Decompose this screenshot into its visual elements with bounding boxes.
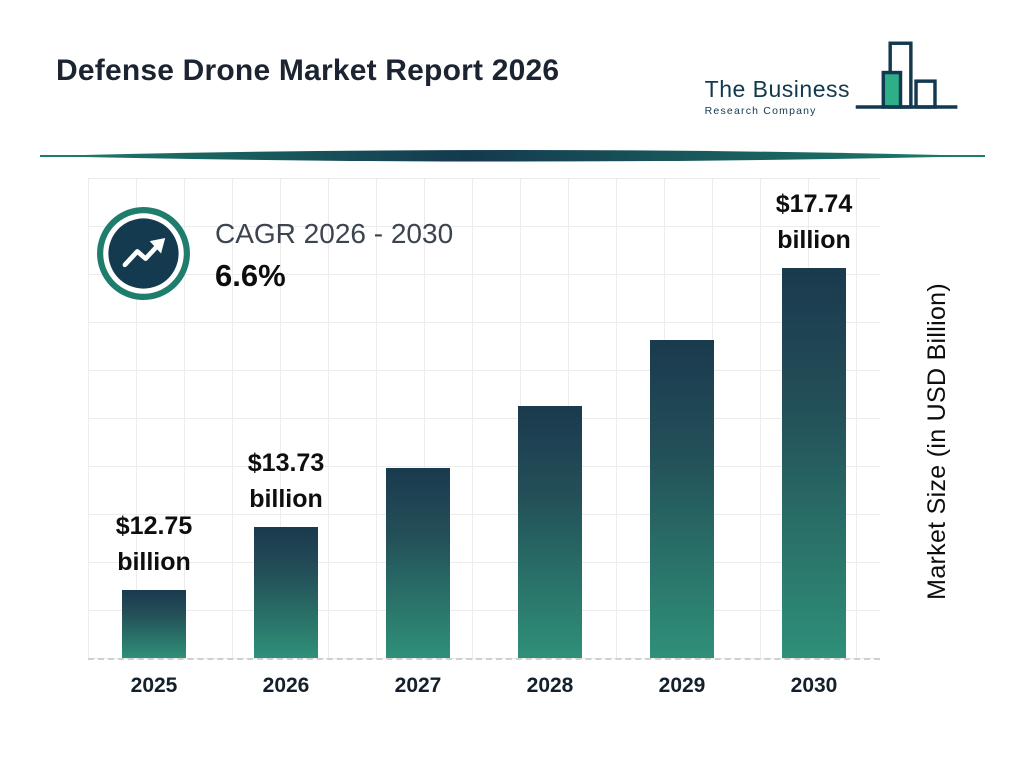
x-axis-label: 2025 (130, 674, 178, 697)
bar-column: 2028 (484, 178, 616, 697)
bar-2028[interactable] (518, 406, 582, 658)
x-axis-label: 2030 (790, 674, 838, 697)
bar-chart-logo-icon (854, 38, 966, 125)
growth-trend-icon (96, 206, 191, 306)
cagr-label: CAGR 2026 - 2030 (215, 218, 454, 249)
divider-line (40, 150, 985, 164)
bar-value-label: $12.75 billion (115, 511, 193, 576)
company-logo: The Business Research Company (705, 38, 966, 125)
x-axis-label: 2027 (394, 674, 442, 697)
page-title: Defense Drone Market Report 2026 (56, 54, 560, 87)
bar-chart: $12.75 billion 2025 $13.73 billion 2026 2027 20… (88, 178, 880, 698)
logo-subname: Research Company (704, 105, 817, 117)
bar-value-label: $13.73 billion (247, 448, 325, 513)
bar-2030[interactable] (782, 268, 846, 658)
x-axis-label: 2028 (526, 674, 574, 697)
bars: $12.75 billion 2025 $13.73 billion 2026 2027 20… (88, 178, 880, 698)
bar-2025[interactable] (122, 590, 186, 658)
bar-column: $12.75 billion 2025 (88, 178, 220, 698)
bar-column: 2027 (352, 178, 484, 697)
cagr-text: CAGR 2026 - 2030 6.6% (215, 218, 453, 294)
bar-column: $17.74 billion 2030 (748, 178, 880, 698)
x-axis-label: 2029 (658, 674, 706, 697)
bar-value-label: $17.74 billion (775, 189, 853, 254)
bar-2029[interactable] (650, 340, 714, 658)
bar-column: $13.73 billion 2026 (220, 178, 352, 698)
cagr-value: 6.6% (215, 258, 286, 293)
logo-name: The Business (704, 76, 850, 102)
bar-column: 2029 (616, 178, 748, 697)
x-axis-label: 2026 (262, 674, 310, 697)
cagr-badge: CAGR 2026 - 2030 6.6% (96, 206, 453, 306)
logo-text: The Business Research Company (705, 76, 850, 125)
bar-2027[interactable] (386, 468, 450, 658)
bar-2026[interactable] (254, 527, 318, 658)
y-axis-label: Market Size (in USD Billion) (923, 283, 951, 600)
